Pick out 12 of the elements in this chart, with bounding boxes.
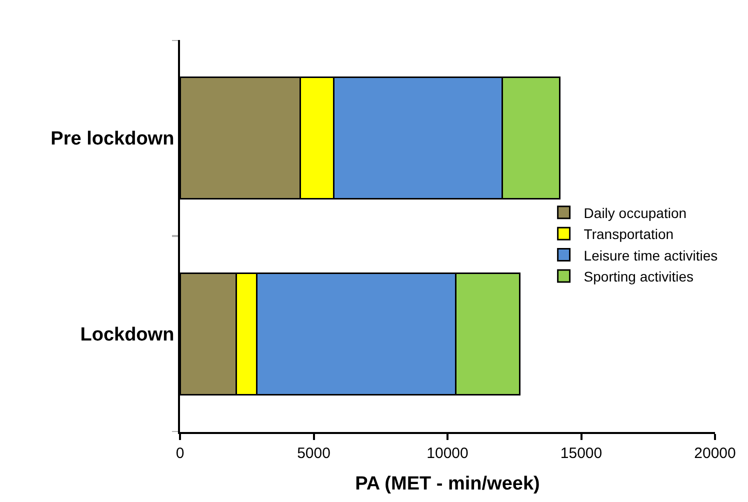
x-tick-label: 20000 xyxy=(694,445,736,462)
y-tick-label: Pre lockdown xyxy=(50,128,174,150)
x-axis-title: PA (MET - min/week) xyxy=(355,473,540,494)
legend-label: Transportation xyxy=(584,226,674,242)
x-tick-label: 5000 xyxy=(297,445,330,462)
x-tick-label: 0 xyxy=(176,445,184,462)
legend-label: Daily occupation xyxy=(584,204,687,221)
legend-label: Sporting activities xyxy=(584,268,694,284)
x-tick-label: 10000 xyxy=(426,445,468,462)
x-tick-label: 15000 xyxy=(560,445,602,462)
y-tick-label: Lockdown xyxy=(80,324,174,346)
legend-label: Leisure time activities xyxy=(584,247,718,264)
